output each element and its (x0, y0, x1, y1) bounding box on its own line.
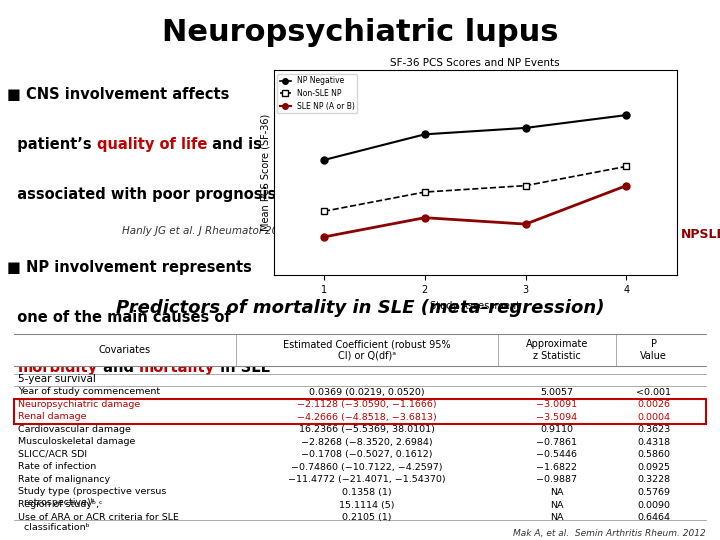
Text: Cardiovascular damage: Cardiovascular damage (18, 425, 131, 434)
Text: Approximate
z Statistic: Approximate z Statistic (526, 339, 588, 361)
Line: Non-SLE NP: Non-SLE NP (320, 163, 630, 215)
Text: 0.0026: 0.0026 (637, 400, 670, 409)
Text: patient’s: patient’s (7, 137, 97, 152)
Text: −0.7861: −0.7861 (536, 438, 577, 447)
SLE NP (A or B) (320, 234, 328, 240)
SLE NP (A or B) (521, 221, 530, 227)
SLE NP (A or B) (420, 214, 429, 221)
Text: 0.0369 (0.0219, 0.0520): 0.0369 (0.0219, 0.0520) (309, 388, 425, 397)
Y-axis label: Mean PCS Score (SF-36): Mean PCS Score (SF-36) (261, 114, 271, 232)
Title: SF-36 PCS Scores and NP Events: SF-36 PCS Scores and NP Events (390, 58, 560, 68)
Text: 0.0925: 0.0925 (637, 463, 670, 472)
Text: 15.1114 (5): 15.1114 (5) (339, 501, 395, 510)
Text: one of the main causes of: one of the main causes of (7, 310, 231, 325)
Text: 0.5769: 0.5769 (637, 488, 670, 497)
Text: morbidity: morbidity (17, 360, 98, 375)
SLE NP (A or B) (622, 183, 631, 189)
Text: Hanly JG et al. J Rheumatol 2009: Hanly JG et al. J Rheumatol 2009 (122, 226, 292, 236)
Text: SLICC/ACR SDI: SLICC/ACR SDI (18, 450, 87, 459)
Text: −4.2666 (−4.8518, −3.6813): −4.2666 (−4.8518, −3.6813) (297, 413, 437, 422)
Text: Use of ARA or ACR criteria for SLE
  classificationᵇ: Use of ARA or ACR criteria for SLE class… (18, 512, 179, 532)
Text: ■ NP involvement represents: ■ NP involvement represents (7, 260, 252, 275)
Text: NA: NA (550, 513, 564, 522)
Text: −11.4772 (−21.4071, −1.54370): −11.4772 (−21.4071, −1.54370) (288, 475, 446, 484)
FancyBboxPatch shape (14, 511, 706, 524)
FancyBboxPatch shape (14, 386, 706, 399)
Text: −3.0091: −3.0091 (536, 400, 577, 409)
Text: 0.0004: 0.0004 (637, 413, 670, 422)
Text: associated with poor prognosis: associated with poor prognosis (7, 187, 276, 202)
FancyBboxPatch shape (14, 399, 706, 411)
Text: −0.74860 (−10.7122, −4.2597): −0.74860 (−10.7122, −4.2597) (291, 463, 443, 472)
Text: 0.4318: 0.4318 (637, 438, 670, 447)
NP Negative (622, 112, 631, 118)
Text: 5.0057: 5.0057 (541, 388, 574, 397)
Text: Renal damage: Renal damage (18, 413, 86, 421)
Text: 5-year survival: 5-year survival (18, 374, 96, 383)
Text: −0.1708 (−0.5027, 0.1612): −0.1708 (−0.5027, 0.1612) (301, 450, 433, 460)
X-axis label: Study Assessment: Study Assessment (431, 301, 521, 310)
Line: NP Negative: NP Negative (320, 112, 630, 164)
Text: 0.3623: 0.3623 (637, 426, 670, 434)
Text: Estimated Coefficient (robust 95%
CI) or Q(df)ᵃ: Estimated Coefficient (robust 95% CI) or… (283, 339, 451, 361)
Text: 0.2105 (1): 0.2105 (1) (342, 513, 392, 522)
Text: quality of life: quality of life (97, 137, 207, 152)
Text: 0.0090: 0.0090 (637, 501, 670, 510)
Text: NPSLE: NPSLE (680, 228, 720, 241)
NP Negative (521, 125, 530, 131)
Text: Neuropsychiatric damage: Neuropsychiatric damage (18, 400, 140, 409)
Text: Covariates: Covariates (99, 345, 151, 355)
Line: SLE NP (A or B): SLE NP (A or B) (320, 182, 630, 240)
Non-SLE NP (622, 163, 631, 170)
FancyBboxPatch shape (14, 486, 706, 499)
FancyBboxPatch shape (14, 334, 706, 366)
FancyBboxPatch shape (14, 423, 706, 436)
Text: Rate of malignancy: Rate of malignancy (18, 475, 110, 484)
Text: NA: NA (550, 488, 564, 497)
Text: Musculoskeletal damage: Musculoskeletal damage (18, 437, 135, 447)
Text: mortality: mortality (139, 360, 215, 375)
Non-SLE NP (420, 189, 429, 195)
Text: NA: NA (550, 501, 564, 510)
Text: and: and (98, 360, 139, 375)
Text: Neuropsychiatric lupus: Neuropsychiatric lupus (162, 18, 558, 47)
Text: 16.2366 (−5.5369, 38.0101): 16.2366 (−5.5369, 38.0101) (299, 426, 435, 434)
FancyBboxPatch shape (14, 499, 706, 511)
Text: ■ CNS involvement affects: ■ CNS involvement affects (7, 87, 230, 103)
Legend: NP Negative, Non-SLE NP, SLE NP (A or B): NP Negative, Non-SLE NP, SLE NP (A or B) (277, 74, 357, 113)
Text: 0.5860: 0.5860 (637, 450, 670, 460)
Text: 0.1358 (1): 0.1358 (1) (342, 488, 392, 497)
Text: −1.6822: −1.6822 (536, 463, 577, 472)
NP Negative (320, 157, 328, 163)
Text: Study type (prospective versus
  retrospective)ᵇ: Study type (prospective versus retrospec… (18, 488, 166, 507)
Text: Rate of infection: Rate of infection (18, 462, 96, 471)
Text: 0.9110: 0.9110 (541, 426, 574, 434)
Text: −3.5094: −3.5094 (536, 413, 577, 422)
NP Negative (420, 131, 429, 138)
Text: in SLE: in SLE (215, 360, 271, 375)
Text: Predictors of mortality in SLE (meta-regression): Predictors of mortality in SLE (meta-reg… (116, 299, 604, 317)
Text: P
Value: P Value (640, 339, 667, 361)
Text: and is: and is (207, 137, 262, 152)
FancyBboxPatch shape (14, 436, 706, 449)
Text: <0.001: <0.001 (636, 388, 671, 397)
Text: 0.3228: 0.3228 (637, 475, 670, 484)
Text: 0.6464: 0.6464 (637, 513, 670, 522)
Text: −0.9887: −0.9887 (536, 475, 577, 484)
Text: Region of studyᵇ,ᶜ: Region of studyᵇ,ᶜ (18, 500, 103, 509)
FancyBboxPatch shape (14, 461, 706, 474)
FancyBboxPatch shape (14, 474, 706, 486)
FancyBboxPatch shape (14, 411, 706, 423)
Non-SLE NP (320, 208, 328, 214)
FancyBboxPatch shape (14, 449, 706, 461)
Text: −0.5446: −0.5446 (536, 450, 577, 460)
Text: Mak A, et al.  Semin Arthritis Rheum. 2012: Mak A, et al. Semin Arthritis Rheum. 201… (513, 529, 706, 537)
Text: −2.8268 (−8.3520, 2.6984): −2.8268 (−8.3520, 2.6984) (301, 438, 433, 447)
Text: Year of study commencement: Year of study commencement (18, 387, 160, 396)
Text: −2.1128 (−3.0590, −1.1666): −2.1128 (−3.0590, −1.1666) (297, 400, 437, 409)
Non-SLE NP (521, 183, 530, 189)
